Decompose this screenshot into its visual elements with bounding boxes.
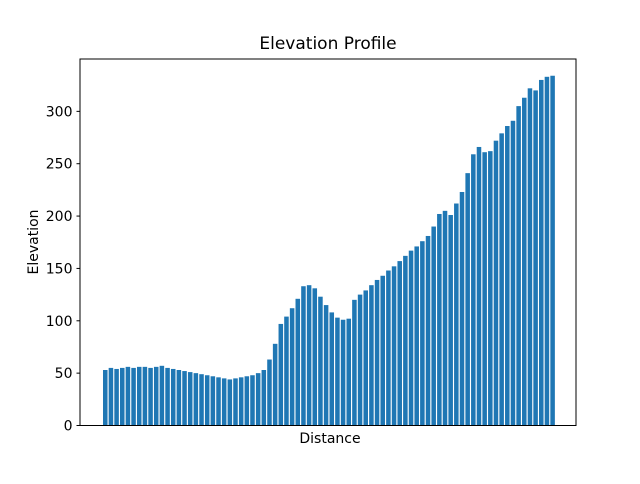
bar	[397, 261, 402, 426]
y-tick-label: 0	[64, 419, 73, 435]
bar	[329, 312, 335, 426]
bar	[391, 266, 397, 426]
y-tick-label: 50	[55, 366, 73, 382]
bar	[431, 226, 436, 426]
bar	[550, 75, 555, 426]
bar	[153, 366, 159, 426]
bar	[408, 250, 414, 426]
bar	[182, 371, 187, 426]
bar	[471, 154, 476, 426]
bar	[119, 367, 125, 426]
bar	[165, 367, 170, 426]
bar	[187, 372, 193, 426]
bar	[493, 140, 499, 426]
bar	[312, 288, 318, 426]
bar	[295, 298, 301, 426]
x-axis-label: Distance	[299, 431, 360, 447]
bar	[510, 120, 516, 426]
bar	[244, 376, 250, 426]
bar	[272, 343, 278, 426]
bars-group	[103, 75, 555, 426]
bar	[386, 270, 391, 426]
bar	[448, 215, 453, 426]
bar	[533, 90, 538, 426]
bar	[204, 375, 210, 426]
bar	[459, 191, 465, 426]
bar	[136, 366, 142, 426]
bar	[420, 241, 425, 426]
bar	[442, 210, 448, 426]
bar	[238, 377, 244, 426]
bar	[199, 374, 204, 426]
bar	[505, 126, 510, 426]
bar	[476, 146, 482, 426]
bar	[516, 106, 521, 426]
bar	[346, 318, 352, 426]
bar	[522, 97, 527, 426]
y-tick-label: 300	[46, 104, 73, 120]
bar	[374, 279, 380, 426]
bar	[335, 317, 340, 426]
bar	[482, 152, 487, 426]
y-tick-label: 100	[46, 314, 73, 330]
bar	[369, 285, 374, 426]
bar	[527, 88, 533, 426]
bar	[221, 378, 227, 426]
bar	[233, 378, 238, 426]
bar	[403, 255, 408, 426]
bar	[465, 173, 470, 426]
bar	[108, 367, 114, 426]
bar	[210, 376, 216, 426]
bar	[437, 213, 442, 426]
bar	[159, 365, 165, 426]
bar	[352, 299, 357, 426]
bar	[363, 290, 368, 426]
bar	[176, 370, 182, 426]
bar	[539, 79, 544, 426]
bar	[306, 285, 312, 426]
bar	[250, 375, 255, 426]
bar	[193, 373, 199, 426]
bar	[289, 308, 295, 426]
bar	[131, 367, 136, 426]
bar	[278, 323, 284, 426]
bar	[255, 373, 261, 426]
bar	[284, 316, 289, 426]
bar	[148, 367, 153, 426]
y-tick-label: 200	[46, 209, 73, 225]
bar	[318, 296, 323, 426]
bar	[357, 294, 363, 426]
bar	[142, 366, 148, 426]
bar	[425, 235, 431, 426]
y-axis-label: Elevation	[26, 209, 42, 274]
y-axis-ticks: 0 50 100 150 200 250 300	[46, 104, 80, 435]
bar	[114, 368, 119, 426]
bar	[267, 359, 272, 426]
bar	[227, 379, 233, 426]
bar	[380, 275, 385, 426]
y-tick-label: 150	[46, 261, 73, 277]
bar	[499, 133, 504, 426]
bar	[170, 368, 176, 426]
bar	[261, 370, 267, 426]
bar	[488, 151, 493, 426]
bar	[301, 286, 306, 426]
bar	[454, 203, 459, 426]
chart-title: Elevation Profile	[259, 34, 396, 54]
y-tick-label: 250	[46, 157, 73, 173]
bar	[544, 76, 550, 426]
bar	[216, 377, 221, 426]
bar	[340, 319, 346, 426]
plot-area-spines	[79, 58, 577, 426]
bar	[323, 305, 329, 426]
bar	[103, 370, 108, 426]
bar	[125, 366, 131, 426]
bar	[414, 246, 419, 426]
